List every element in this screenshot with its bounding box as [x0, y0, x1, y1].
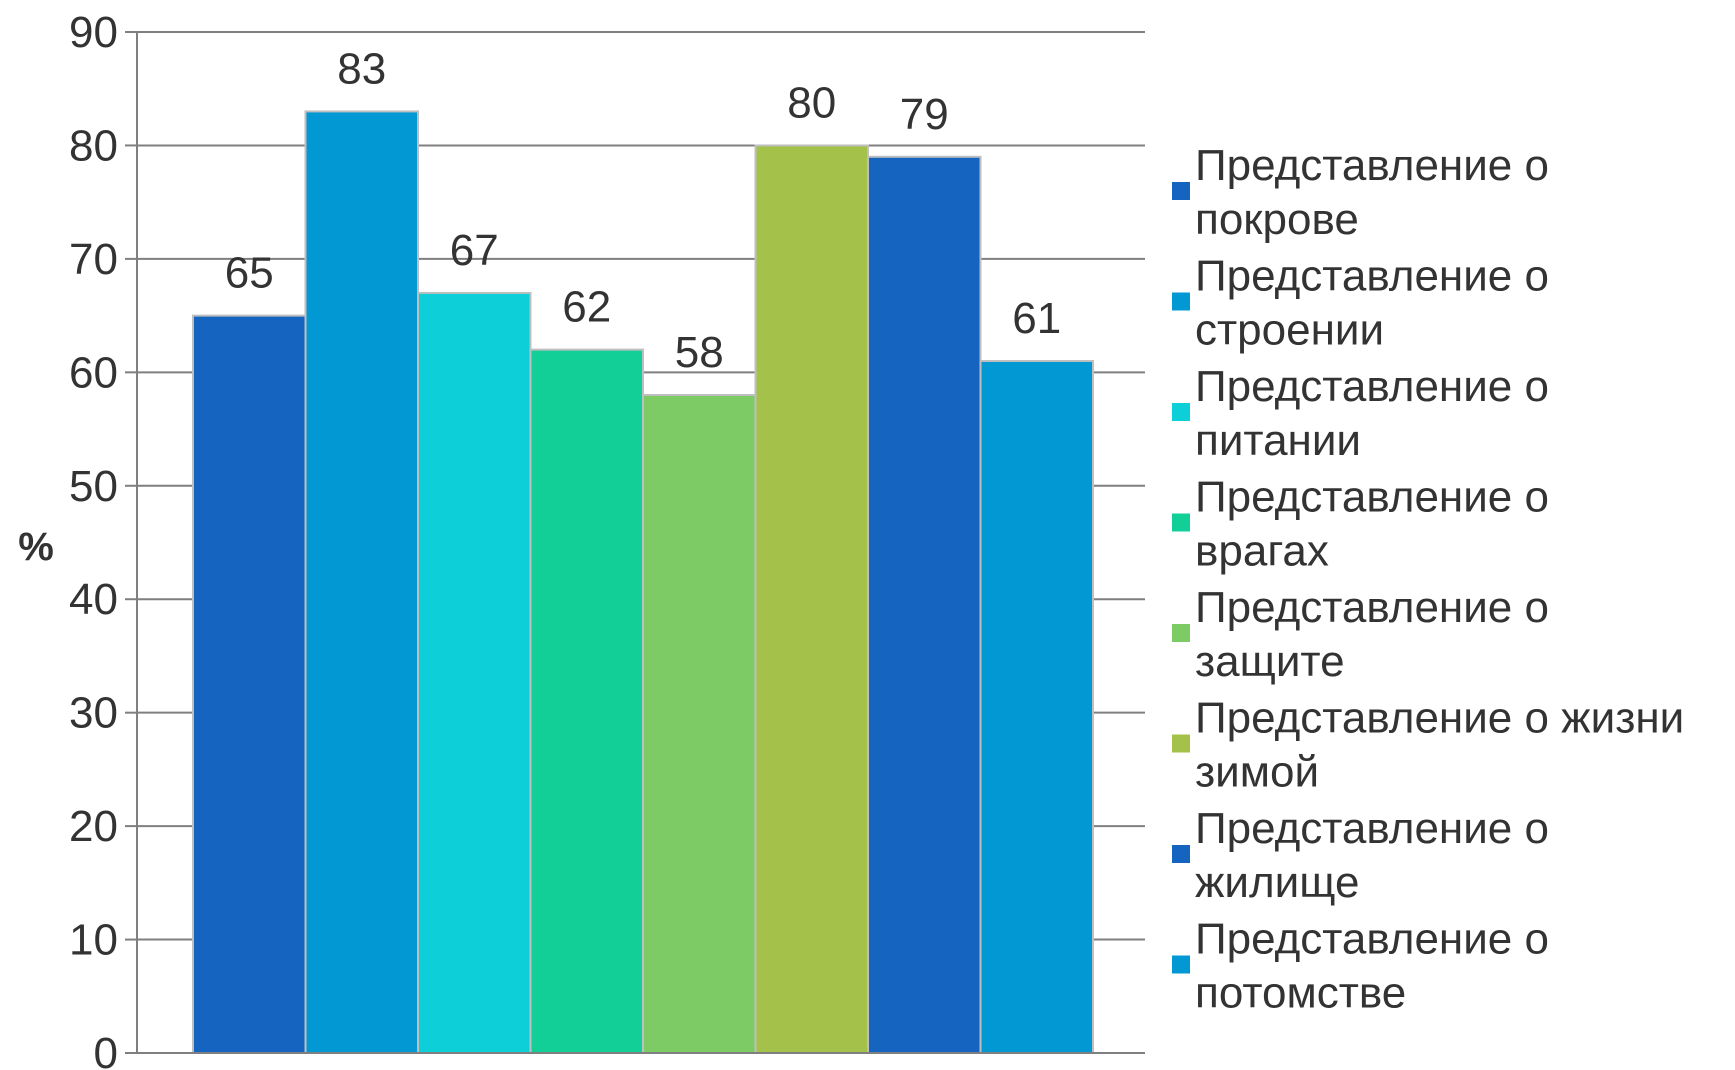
bar [417, 291, 532, 1054]
data-labels: 65 83 67 62 58 80 79 61 [225, 44, 1061, 377]
data-label: 79 [900, 90, 949, 139]
legend-item: Представление о жилище [1172, 804, 1549, 907]
y-tick-label: 10 [69, 916, 118, 965]
legend-item: Представление о покрове [1172, 141, 1549, 244]
y-tick-label: 70 [69, 235, 118, 284]
y-tick-label: 50 [69, 462, 118, 511]
data-label: 80 [787, 78, 836, 127]
legend-label: Представление о [1195, 915, 1549, 964]
legend-label: врагах [1195, 527, 1329, 576]
y-tick-label: 20 [69, 802, 118, 851]
bars [192, 110, 1094, 1055]
legend-label: строении [1195, 306, 1384, 355]
legend-swatch [1172, 403, 1190, 421]
legend-label: Представление о [1195, 473, 1549, 522]
y-tick-label: 60 [69, 348, 118, 397]
data-label: 83 [337, 44, 386, 93]
legend-label: покрове [1195, 195, 1359, 244]
y-tick-label: 30 [69, 689, 118, 738]
y-axis-ticks: 0 10 20 30 40 50 60 70 80 90 [69, 8, 137, 1070]
bar [529, 348, 644, 1054]
legend-swatch [1172, 955, 1190, 974]
legend-swatch [1172, 513, 1190, 532]
legend-item: Представление о строении [1172, 252, 1549, 355]
legend-swatch [1172, 292, 1190, 311]
y-tick-label: 80 [69, 121, 118, 170]
legend-item: Представление о потомстве [1172, 915, 1549, 1018]
legend-label: защите [1195, 637, 1345, 686]
legend-label: потомстве [1195, 969, 1406, 1018]
data-label: 65 [225, 249, 274, 298]
legend-item: Представление о врагах [1172, 473, 1549, 576]
bar [642, 394, 757, 1054]
bar [192, 314, 307, 1055]
legend-label: Представление о [1195, 141, 1549, 190]
data-label: 58 [675, 328, 724, 377]
y-tick-label: 90 [69, 8, 118, 57]
bar [867, 155, 982, 1055]
legend-label: Представление о [1195, 804, 1549, 853]
y-tick-label: 40 [69, 575, 118, 624]
data-label: 62 [562, 283, 611, 332]
legend-label: Представление о жизни [1195, 694, 1684, 743]
legend-swatch [1172, 182, 1190, 200]
bar [304, 110, 419, 1054]
legend-label: зимой [1195, 748, 1319, 797]
legend-label: питании [1195, 416, 1361, 465]
legend-item: Представление о питании [1172, 362, 1549, 465]
bar [979, 359, 1094, 1054]
legend-item: Представление о жизни зимой [1172, 694, 1684, 797]
legend-label: Представление о [1195, 362, 1549, 411]
bar [754, 144, 869, 1054]
legend-label: Представление о [1195, 252, 1549, 301]
legend-label: жилище [1195, 858, 1359, 907]
data-label: 61 [1012, 294, 1061, 343]
legend-swatch [1172, 734, 1190, 753]
legend: Представление о покрове Представление о стр… [1172, 141, 1684, 1018]
data-label: 67 [450, 226, 499, 275]
legend-swatch [1172, 624, 1190, 642]
legend-label: Представление о [1195, 583, 1549, 632]
legend-item: Представление о защите [1172, 583, 1549, 686]
y-tick-label: 0 [94, 1029, 118, 1070]
axes [136, 32, 1145, 1054]
legend-swatch [1172, 845, 1190, 863]
y-axis-label: % [18, 525, 54, 569]
